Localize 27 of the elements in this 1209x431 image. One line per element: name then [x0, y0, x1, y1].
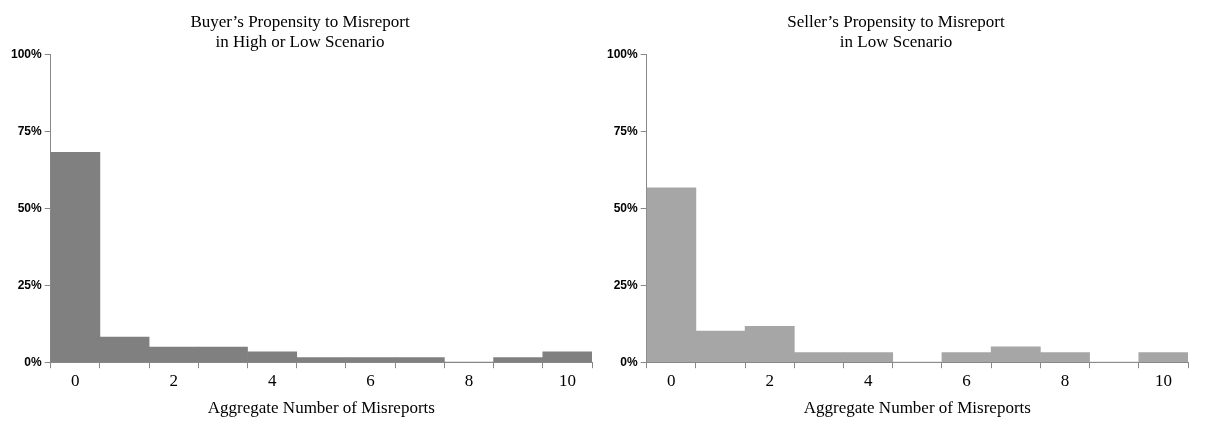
chart-title: Buyer’s Propensity to Misreport in High or Low Scenario	[190, 11, 410, 52]
x-tick-label: 6	[962, 370, 971, 390]
x-tick-label: 8	[464, 370, 474, 390]
x-tick-label: 0	[667, 370, 676, 390]
x-tick-label: 10	[558, 370, 576, 390]
x-tick-label: 6	[366, 370, 375, 390]
bar	[1138, 352, 1188, 363]
x-tick-label: 4	[267, 370, 277, 390]
x-tick-label: 10	[1154, 370, 1172, 390]
x-tick-label: 2	[169, 370, 178, 390]
x-axis-title: Aggregate Number of Misreports	[207, 398, 435, 418]
x-tick-label: 8	[1060, 370, 1070, 390]
y-tick-label: 0%	[620, 354, 639, 369]
y-tick-label: 0%	[24, 354, 43, 369]
x-tick-label: 2	[765, 370, 774, 390]
y-tick-label: 25%	[613, 277, 639, 292]
x-axis-title: Aggregate Number of Misreports	[803, 398, 1031, 418]
y-tick-label: 25%	[17, 277, 43, 292]
chart-title: Seller’s Propensity to Misreport in Low Scenario	[787, 11, 1005, 52]
y-tick-label: 50%	[613, 200, 639, 215]
x-tick-label: 0	[71, 370, 80, 390]
y-tick-label: 50%	[17, 200, 43, 215]
y-tick-label: 75%	[613, 123, 639, 138]
y-tick-label: 100%	[10, 47, 43, 62]
x-tick-label: 4	[863, 370, 873, 390]
y-tick-label: 100%	[606, 47, 639, 62]
y-tick-label: 75%	[17, 123, 43, 138]
